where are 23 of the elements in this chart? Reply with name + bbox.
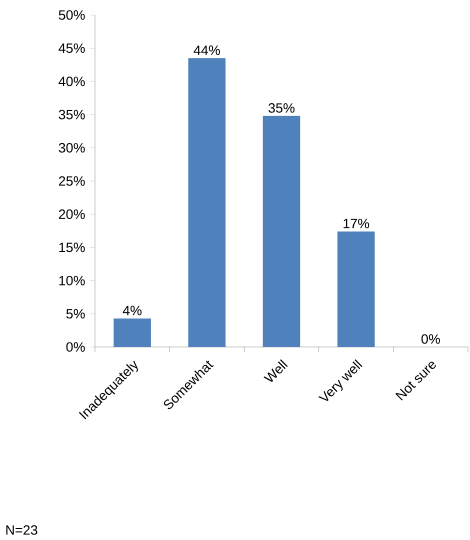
bar bbox=[188, 58, 226, 347]
text: N=23 bbox=[6, 525, 38, 535]
data-label: 17% bbox=[344, 218, 370, 228]
y-tick-label: 0% bbox=[66, 342, 85, 352]
y-tick-label: 45% bbox=[58, 43, 85, 53]
data-label: 35% bbox=[268, 103, 295, 113]
y-tick-label: 25% bbox=[58, 176, 85, 186]
y-tick-label: 35% bbox=[58, 110, 85, 120]
x-tick-label: Not sure bbox=[395, 362, 436, 400]
y-tick-label: 5% bbox=[66, 309, 85, 319]
y-tick-label: 30% bbox=[58, 143, 85, 153]
data-label: 44% bbox=[194, 46, 220, 55]
data-label: 0% bbox=[421, 334, 440, 344]
data-label: 4% bbox=[122, 306, 142, 316]
bar bbox=[262, 116, 300, 347]
bar bbox=[114, 318, 151, 347]
y-tick-label: 10% bbox=[59, 276, 85, 286]
x-tick-label: Very well bbox=[318, 359, 362, 402]
y-tick-label: 20% bbox=[58, 209, 85, 219]
bar bbox=[337, 231, 375, 347]
y-tick-label: 40% bbox=[58, 76, 85, 86]
y-tick-label: 15% bbox=[59, 242, 85, 252]
y-tick-label: 50% bbox=[58, 10, 85, 20]
